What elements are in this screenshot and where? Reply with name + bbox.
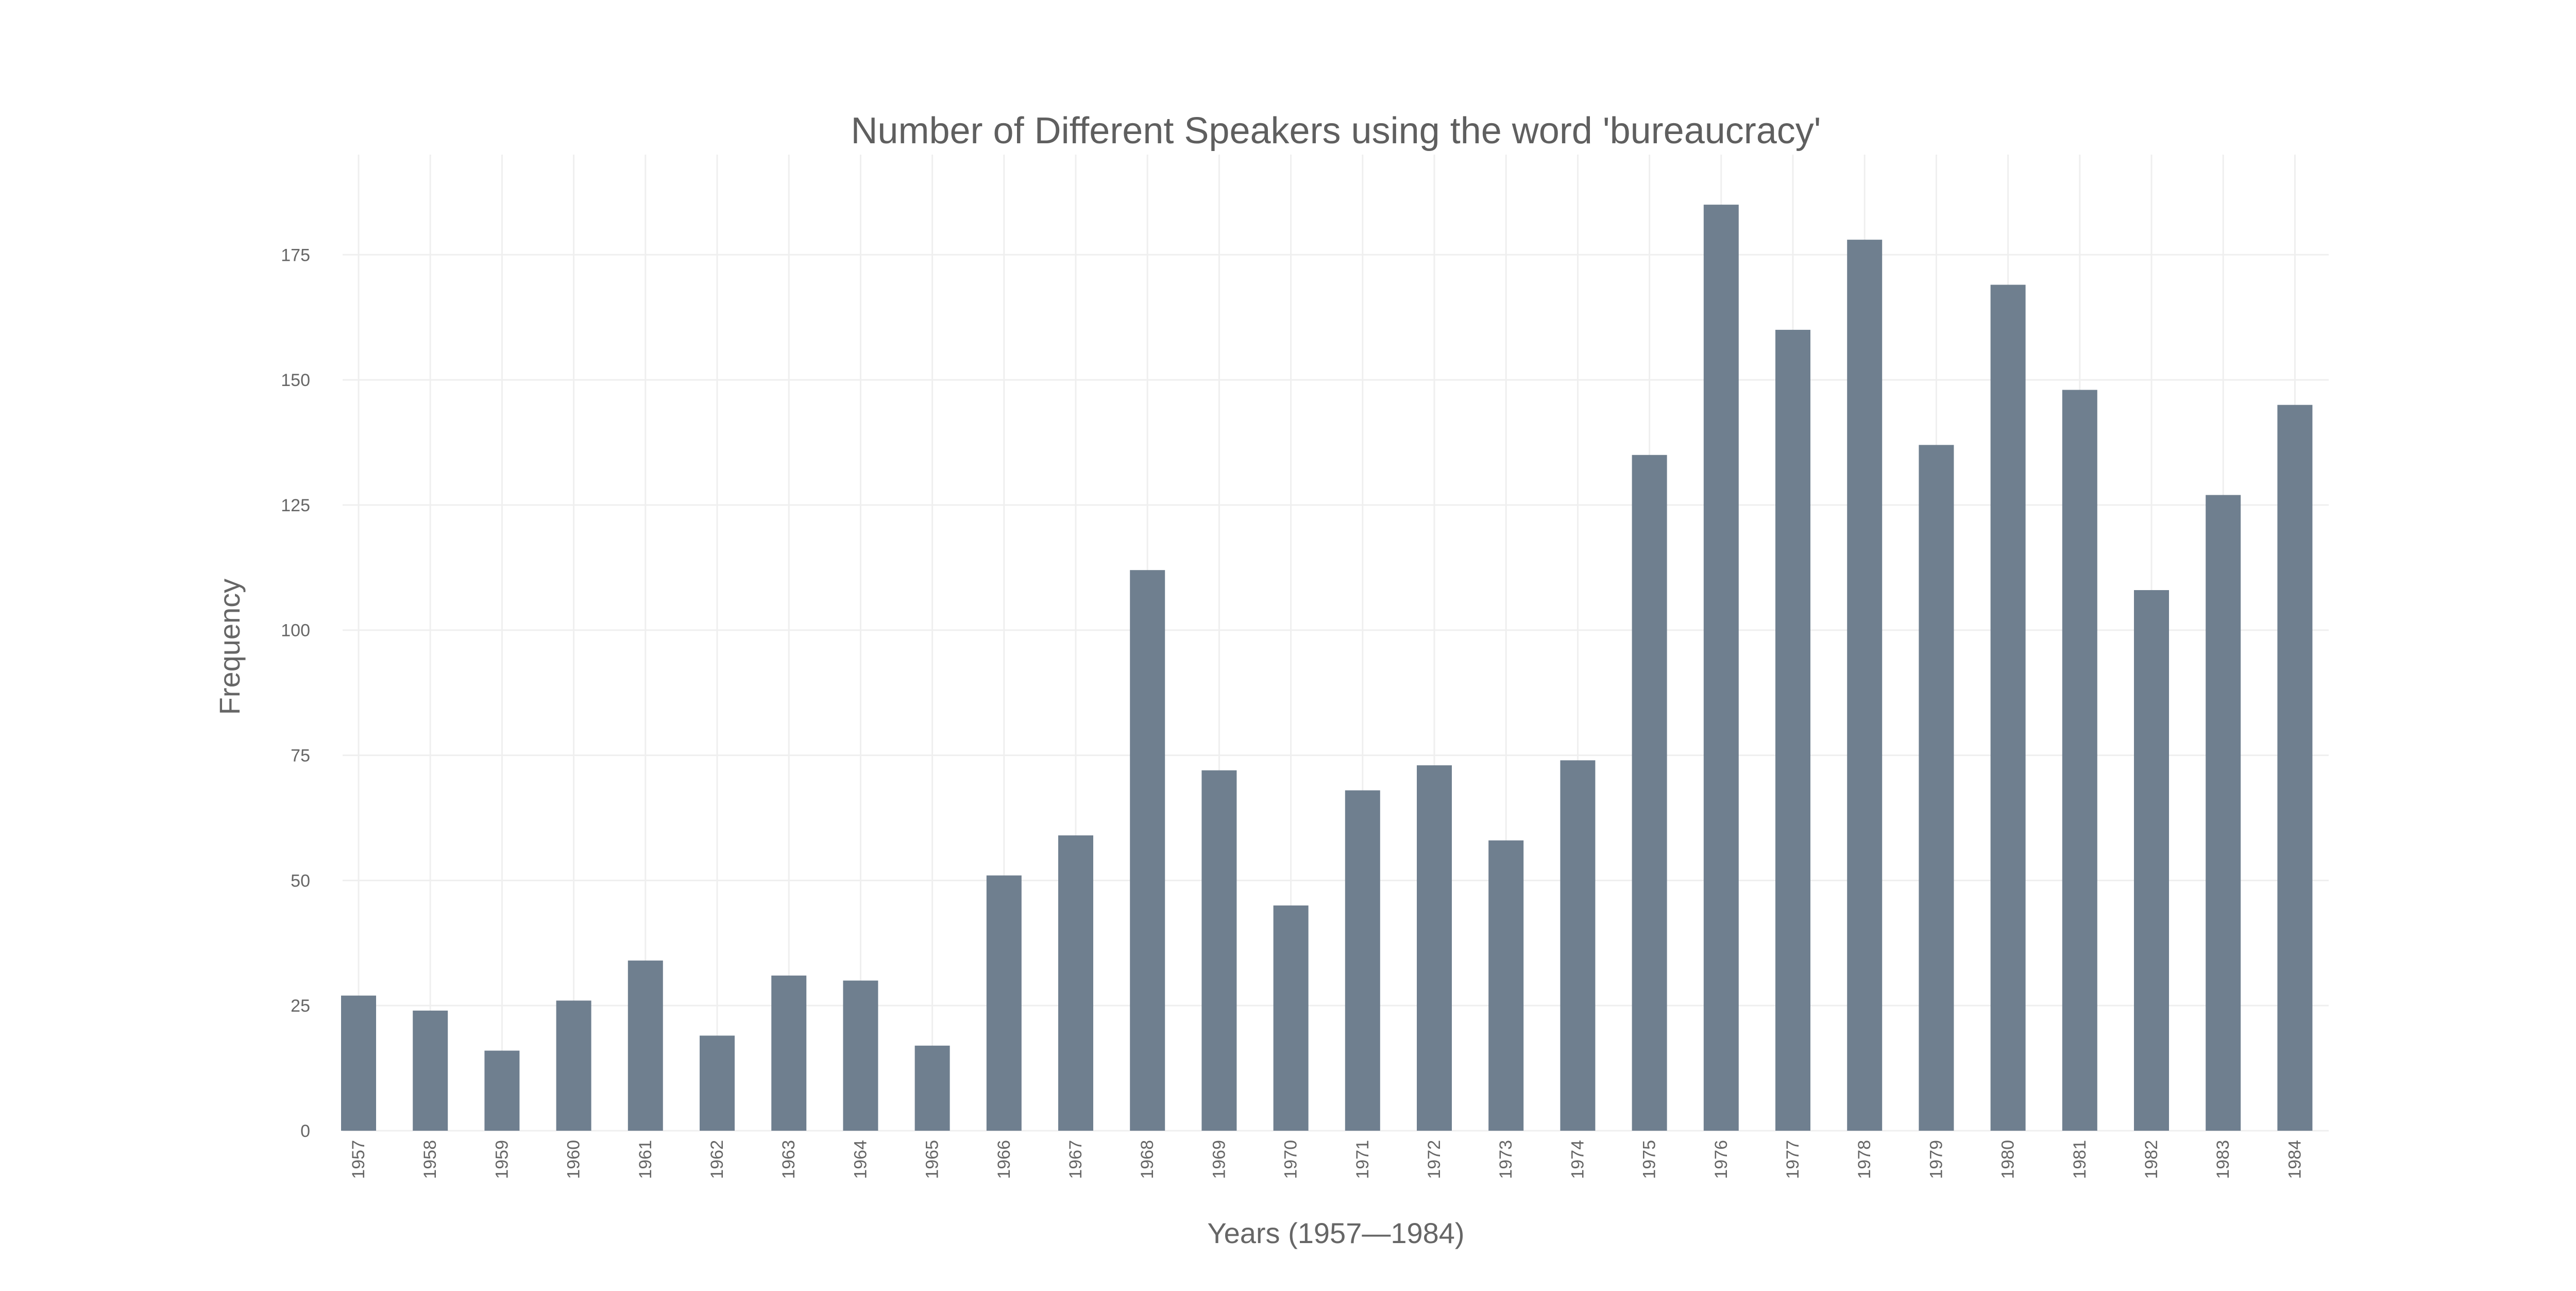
- bar-1970: [1273, 905, 1309, 1131]
- y-tick-label: 125: [281, 496, 310, 515]
- y-tick-label: 100: [281, 621, 310, 641]
- y-axis-ticks: 0 25 50 75 100 125 150 175: [281, 245, 310, 1141]
- x-tick-label: 1979: [1926, 1140, 1946, 1179]
- x-tick-label: 1973: [1496, 1140, 1516, 1179]
- bar-1982: [2134, 590, 2169, 1131]
- x-tick-label: 1971: [1353, 1140, 1372, 1179]
- x-tick-label: 1967: [1066, 1140, 1086, 1179]
- bar-1962: [700, 1035, 735, 1131]
- x-tick-label: 1965: [923, 1140, 942, 1179]
- x-tick-label: 1968: [1138, 1140, 1157, 1179]
- bar-1981: [2062, 390, 2097, 1131]
- bar-1983: [2206, 495, 2241, 1131]
- x-tick-label: 1984: [2285, 1140, 2304, 1179]
- x-axis-ticks: 1957 1958 1959 1960 1961 1962 1963 1964 1965 1966…: [349, 1140, 2304, 1179]
- x-axis-title: Years (1957—1984): [1207, 1217, 1464, 1249]
- y-tick-label: 25: [291, 996, 310, 1016]
- bar-1966: [986, 875, 1022, 1131]
- x-tick-label: 1978: [1855, 1140, 1874, 1179]
- bar-1974: [1560, 760, 1596, 1131]
- x-tick-label: 1970: [1281, 1140, 1301, 1179]
- x-tick-label: 1961: [636, 1140, 655, 1179]
- bar-1958: [413, 1010, 448, 1131]
- y-tick-label: 150: [281, 371, 310, 390]
- x-tick-label: 1983: [2213, 1140, 2233, 1179]
- x-tick-label: 1966: [994, 1140, 1014, 1179]
- bar-1973: [1488, 840, 1524, 1131]
- bar-1964: [843, 980, 878, 1131]
- y-tick-label: 75: [291, 746, 310, 766]
- x-tick-label: 1982: [2142, 1140, 2161, 1179]
- x-tick-label: 1969: [1209, 1140, 1229, 1179]
- bar-1979: [1919, 445, 1954, 1131]
- bar-1975: [1632, 455, 1667, 1131]
- x-tick-label: 1977: [1783, 1140, 1803, 1179]
- x-tick-label: 1974: [1568, 1140, 1587, 1179]
- x-tick-label: 1959: [492, 1140, 512, 1179]
- x-tick-label: 1963: [779, 1140, 799, 1179]
- x-tick-label: 1972: [1425, 1140, 1444, 1179]
- bar-1965: [914, 1045, 950, 1131]
- bars: [341, 205, 2313, 1131]
- bar-1960: [556, 1000, 591, 1131]
- y-tick-label: 50: [291, 871, 310, 891]
- bar-1984: [2277, 405, 2313, 1131]
- bar-1978: [1847, 240, 1883, 1131]
- x-tick-label: 1957: [349, 1140, 368, 1179]
- y-tick-label: 175: [281, 245, 310, 265]
- bar-1961: [628, 960, 663, 1131]
- bar-1976: [1703, 205, 1739, 1131]
- y-axis-title: Frequency: [213, 579, 246, 715]
- x-tick-label: 1964: [851, 1140, 870, 1179]
- bar-1963: [771, 975, 807, 1131]
- bar-1957: [341, 995, 376, 1131]
- bar-1967: [1058, 835, 1093, 1131]
- bar-1969: [1201, 770, 1237, 1131]
- x-tick-label: 1975: [1640, 1140, 1659, 1179]
- bar-1971: [1345, 790, 1380, 1131]
- bar-1959: [484, 1050, 520, 1131]
- bar-1977: [1775, 329, 1810, 1131]
- bar-1980: [1990, 284, 2026, 1131]
- x-tick-label: 1958: [420, 1140, 440, 1179]
- chart-title: Number of Different Speakers using the w…: [851, 110, 1821, 152]
- x-tick-label: 1981: [2070, 1140, 2090, 1179]
- x-tick-label: 1980: [1998, 1140, 2018, 1179]
- bar-1968: [1130, 570, 1165, 1131]
- y-tick-label: 0: [300, 1121, 310, 1141]
- x-tick-label: 1962: [707, 1140, 727, 1179]
- x-tick-label: 1960: [564, 1140, 584, 1179]
- bar-1972: [1417, 765, 1452, 1131]
- x-tick-label: 1976: [1711, 1140, 1731, 1179]
